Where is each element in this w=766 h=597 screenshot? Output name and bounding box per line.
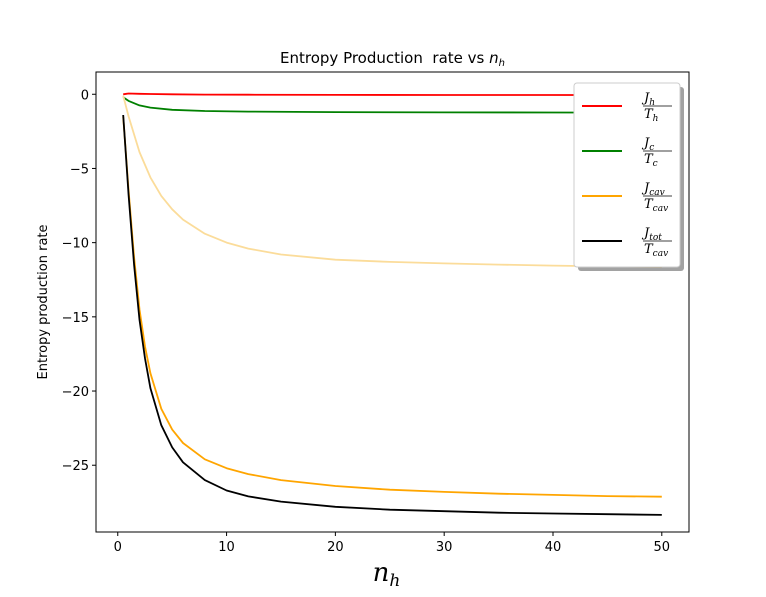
legend-numerator-3: Jtot <box>641 226 662 243</box>
chart-title-variable-sub: h <box>499 58 505 69</box>
text-layer: 0 10 20 30 40 50 0 −5 −10 −15 −20 −25 Entropy Produc… <box>36 49 670 591</box>
x-tick-label-5: 50 <box>654 540 671 555</box>
chart-title: Entropy Production rate vs nh <box>280 49 505 69</box>
series-line-4 <box>122 114 662 516</box>
x-tick-label-0: 0 <box>114 540 122 555</box>
legend-numerator-1: Jc <box>641 136 654 153</box>
series-line-0 <box>123 92 662 96</box>
y-tick-label-5: −25 <box>62 459 89 474</box>
x-tick-label-3: 30 <box>436 540 453 555</box>
y-tick-label-0: 0 <box>81 88 89 103</box>
legend-denominator-3: Tcav <box>644 242 668 259</box>
axes-frame <box>95 71 690 533</box>
legend-denominator-2: Tcav <box>644 197 668 214</box>
x-axis-label: nh <box>373 558 401 591</box>
series-line-2 <box>122 95 662 268</box>
legend-box <box>573 82 681 268</box>
x-axis-label-sub: h <box>389 571 400 591</box>
chart-title-main: Entropy Production rate vs <box>280 49 489 67</box>
legend-denominator-0: Th <box>644 107 658 124</box>
chart-title-variable: n <box>489 49 499 67</box>
x-tick-label-1: 10 <box>218 540 235 555</box>
y-axis-label: Entropy production rate <box>36 225 51 380</box>
series-layer <box>122 92 662 516</box>
y-tick-label-4: −20 <box>62 385 89 400</box>
legend-numerator-0: Jh <box>641 91 655 108</box>
y-tick-label-3: −15 <box>62 311 89 326</box>
series-line-3 <box>122 116 662 498</box>
x-tick-label-2: 20 <box>327 540 344 555</box>
legend-numerator-2: Jcav <box>641 181 665 198</box>
y-tick-label-1: −5 <box>70 162 89 177</box>
y-tick-label-2: −10 <box>62 237 89 252</box>
series-line-1 <box>122 96 662 114</box>
x-tick-label-4: 40 <box>545 540 562 555</box>
legend-denominator-1: Tc <box>644 152 658 169</box>
axes <box>92 71 690 536</box>
x-axis-label-main: n <box>373 558 390 588</box>
